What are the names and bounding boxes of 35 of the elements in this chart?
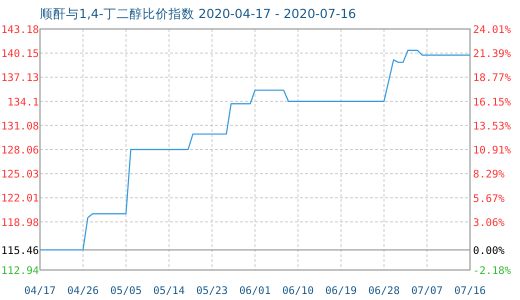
y2-tick-label: 21.39% (473, 48, 512, 60)
y2-tick-label: 8.29% (473, 168, 506, 181)
y2-tick-label: 5.67% (473, 192, 506, 205)
x-tick-label: 07/16 (454, 285, 486, 297)
chart-title: 顺酐与1,4-丁二醇比价指数 2020-04-17 - 2020-07-16 (40, 6, 356, 21)
y-tick-label: 131.08 (1, 120, 39, 132)
x-tick-label: 04/26 (67, 285, 99, 297)
y-tick-label: 140.15 (1, 48, 39, 60)
y2-tick-label: 16.15% (473, 96, 512, 108)
y2-tick-label: 24.01% (473, 24, 512, 36)
line-series (39, 50, 471, 251)
y-tick-label: 143.18 (1, 24, 39, 36)
x-tick-label: 07/07 (411, 285, 443, 297)
x-tick-label: 06/19 (325, 285, 357, 297)
y-tick-label: 122.01 (1, 192, 39, 205)
y-tick-label: 134.1 (7, 96, 39, 108)
y-tick-label: 137.13 (1, 72, 39, 84)
y2-tick-label: 3.06% (473, 216, 506, 229)
x-tick-label: 06/10 (282, 285, 314, 297)
y2-tick-label: 10.91% (473, 144, 512, 157)
y-tick-label: 128.06 (1, 144, 39, 156)
y2-tick-label: -2.18% (473, 265, 512, 277)
y-tick-label: 125.03 (1, 168, 39, 181)
x-tick-label: 06/28 (368, 285, 400, 297)
y-tick-label: 118.98 (1, 216, 39, 229)
y2-tick-label: 0.00% (473, 244, 506, 257)
x-tick-label: 06/01 (239, 285, 271, 297)
x-tick-label: 05/05 (110, 285, 142, 297)
y-tick-label: 112.94 (1, 265, 39, 277)
y-tick-label: 115.46 (1, 244, 39, 257)
x-tick-label: 04/17 (24, 285, 56, 297)
x-tick-label: 05/23 (196, 285, 228, 297)
x-tick-label: 05/14 (153, 285, 185, 297)
y2-tick-label: 18.77% (473, 72, 512, 84)
y2-tick-label: 13.53% (473, 120, 512, 132)
